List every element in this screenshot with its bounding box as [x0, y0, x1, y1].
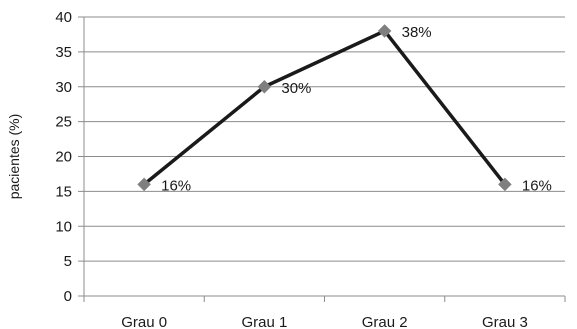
data-label: 30% — [281, 80, 311, 97]
x-tick-labels: Grau 0 Grau 1 Grau 2 Grau 3 — [121, 314, 528, 329]
data-markers — [137, 24, 512, 192]
x-tick-label: Grau 1 — [241, 314, 287, 329]
x-tick-label: Grau 2 — [362, 314, 408, 329]
y-tick-label: 15 — [55, 183, 72, 200]
y-axis-title: pacientes (%) — [6, 114, 22, 200]
data-label: 16% — [161, 177, 191, 194]
y-tick-label: 35 — [55, 44, 72, 61]
data-label: 38% — [402, 24, 432, 41]
y-tick-label: 40 — [55, 9, 72, 26]
y-tick-label: 10 — [55, 218, 72, 235]
data-point-marker — [377, 24, 392, 38]
y-tick-label: 20 — [55, 149, 72, 166]
grid-lines — [84, 16, 565, 262]
y-tick-label: 25 — [55, 114, 72, 131]
y-tick-label: 0 — [64, 288, 72, 305]
axes — [78, 16, 566, 302]
y-tick-label: 5 — [64, 253, 72, 270]
x-tick-label: Grau 0 — [121, 314, 167, 329]
data-labels: 16% 30% 38% 16% — [161, 24, 552, 194]
data-point-marker — [137, 177, 151, 192]
data-point-marker — [498, 177, 512, 192]
series-line — [143, 29, 507, 186]
data-series — [143, 29, 507, 186]
data-label: 16% — [522, 177, 552, 194]
y-tick-labels: 0 5 10 15 20 25 30 35 40 — [55, 9, 72, 305]
data-point-marker — [257, 79, 272, 94]
x-tick-label: Grau 3 — [482, 314, 528, 329]
y-tick-label: 30 — [55, 79, 72, 96]
